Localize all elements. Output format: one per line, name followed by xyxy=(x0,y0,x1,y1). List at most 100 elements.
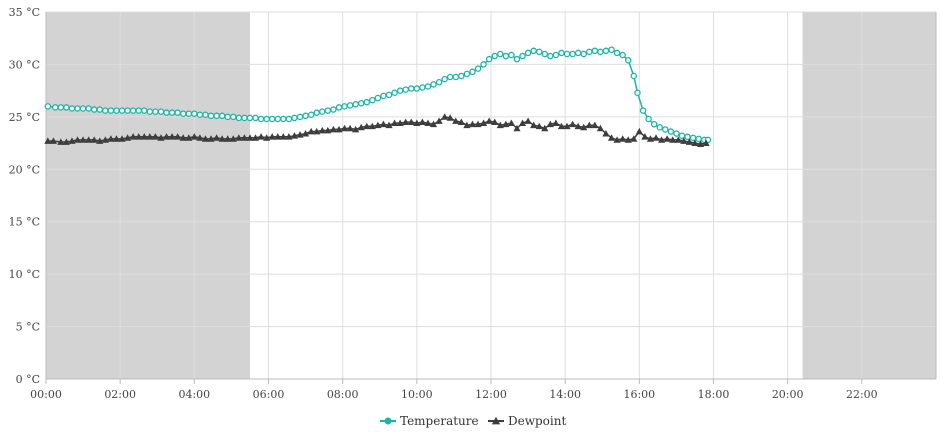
dewpoint-point[interactable] xyxy=(624,136,632,143)
temperature-point[interactable] xyxy=(563,50,571,58)
temperature-point[interactable] xyxy=(602,47,610,55)
dewpoint-point[interactable] xyxy=(546,120,554,128)
dewpoint-point[interactable] xyxy=(457,118,465,125)
dewpoint-point[interactable] xyxy=(485,117,493,124)
dewpoint-point[interactable] xyxy=(140,133,148,140)
temperature-point[interactable] xyxy=(257,115,265,123)
dewpoint-point[interactable] xyxy=(379,120,388,128)
dewpoint-point[interactable] xyxy=(146,133,154,140)
temperature-point[interactable] xyxy=(608,46,615,53)
temperature-point[interactable] xyxy=(391,89,398,96)
dewpoint-point[interactable] xyxy=(179,134,187,141)
dewpoint-point[interactable] xyxy=(324,126,332,134)
dewpoint-point[interactable] xyxy=(123,134,132,141)
dewpoint-point[interactable] xyxy=(602,130,610,137)
dewpoint-point[interactable] xyxy=(680,137,688,144)
temperature-point[interactable] xyxy=(656,124,663,131)
temperature-point[interactable] xyxy=(396,87,404,94)
temperature-point[interactable] xyxy=(535,48,543,56)
temperature-point[interactable] xyxy=(224,113,231,121)
dewpoint-point[interactable] xyxy=(44,137,52,144)
dewpoint-point[interactable] xyxy=(507,119,515,127)
temperature-point[interactable] xyxy=(57,104,65,111)
dewpoint-point[interactable] xyxy=(290,132,299,139)
temperature-point[interactable] xyxy=(191,110,198,117)
temperature-point[interactable] xyxy=(291,114,298,122)
temperature-point[interactable] xyxy=(645,115,652,123)
dewpoint-point[interactable] xyxy=(101,136,109,143)
dewpoint-point[interactable] xyxy=(702,139,710,146)
temperature-point[interactable] xyxy=(580,50,587,58)
temperature-point[interactable] xyxy=(252,114,259,122)
temperature-point[interactable] xyxy=(408,85,415,92)
dewpoint-point[interactable] xyxy=(552,119,560,127)
temperature-point[interactable] xyxy=(313,109,320,116)
dewpoint-point[interactable] xyxy=(463,121,471,129)
temperature-point[interactable] xyxy=(380,92,387,100)
dewpoint-point[interactable] xyxy=(340,124,349,132)
dewpoint-point[interactable] xyxy=(390,119,399,127)
dewpoint-point[interactable] xyxy=(235,134,243,141)
dewpoint-point[interactable] xyxy=(580,123,588,131)
temperature-point[interactable] xyxy=(402,86,409,93)
temperature-point[interactable] xyxy=(124,107,131,114)
temperature-point[interactable] xyxy=(673,130,680,137)
dewpoint-point[interactable] xyxy=(696,140,705,147)
temperature-point[interactable] xyxy=(319,108,326,115)
temperature-point[interactable] xyxy=(650,120,658,128)
dewpoint-point[interactable] xyxy=(685,138,693,145)
dewpoint-point[interactable] xyxy=(535,122,543,130)
dewpoint-point[interactable] xyxy=(496,121,504,129)
temperature-point[interactable] xyxy=(619,51,626,59)
legend-item-dewpoint[interactable]: Dewpoint xyxy=(488,414,566,428)
dewpoint-point[interactable] xyxy=(224,135,232,142)
temperature-point[interactable] xyxy=(268,115,276,123)
temperature-point[interactable] xyxy=(463,70,471,78)
temperature-point[interactable] xyxy=(624,56,632,64)
dewpoint-point[interactable] xyxy=(318,126,326,134)
dewpoint-point[interactable] xyxy=(162,133,171,140)
temperature-point[interactable] xyxy=(157,108,165,115)
dewpoint-point[interactable] xyxy=(157,134,165,141)
temperature-point[interactable] xyxy=(586,48,593,56)
dewpoint-point[interactable] xyxy=(68,137,76,144)
dewpoint-point[interactable] xyxy=(524,117,532,124)
temperature-point[interactable] xyxy=(207,112,215,120)
temperature-point[interactable] xyxy=(96,106,104,113)
dewpoint-point[interactable] xyxy=(596,124,604,132)
dewpoint-point[interactable] xyxy=(468,120,477,128)
dewpoint-point[interactable] xyxy=(652,134,660,141)
dewpoint-point[interactable] xyxy=(491,118,499,125)
temperature-point[interactable] xyxy=(241,114,248,122)
temperature-point[interactable] xyxy=(202,111,209,119)
dewpoint-point[interactable] xyxy=(641,133,649,140)
dewpoint-point[interactable] xyxy=(441,113,449,120)
temperature-point[interactable] xyxy=(135,107,142,114)
dewpoint-point[interactable] xyxy=(563,122,571,130)
dewpoint-point[interactable] xyxy=(385,121,393,129)
temperature-point[interactable] xyxy=(79,105,87,112)
temperature-point[interactable] xyxy=(141,107,148,114)
dewpoint-point[interactable] xyxy=(118,135,126,142)
dewpoint-point[interactable] xyxy=(435,117,443,124)
temperature-point[interactable] xyxy=(485,55,493,63)
dewpoint-point[interactable] xyxy=(669,136,677,143)
dewpoint-point[interactable] xyxy=(107,135,115,142)
dewpoint-point[interactable] xyxy=(307,127,315,135)
dewpoint-point[interactable] xyxy=(174,133,182,140)
dewpoint-point[interactable] xyxy=(296,131,304,138)
temperature-point[interactable] xyxy=(341,103,348,110)
temperature-point[interactable] xyxy=(44,103,52,110)
temperature-point[interactable] xyxy=(639,107,647,114)
temperature-point[interactable] xyxy=(508,51,515,59)
dewpoint-point[interactable] xyxy=(635,127,643,135)
temperature-point[interactable] xyxy=(524,49,532,57)
temperature-point[interactable] xyxy=(569,50,576,58)
temperature-point[interactable] xyxy=(196,111,204,119)
temperature-point[interactable] xyxy=(541,50,549,58)
temperature-point[interactable] xyxy=(424,83,432,90)
dewpoint-point[interactable] xyxy=(674,136,682,143)
temperature-point[interactable] xyxy=(513,55,521,63)
dewpoint-point[interactable] xyxy=(274,133,282,140)
dewpoint-point[interactable] xyxy=(190,133,198,140)
